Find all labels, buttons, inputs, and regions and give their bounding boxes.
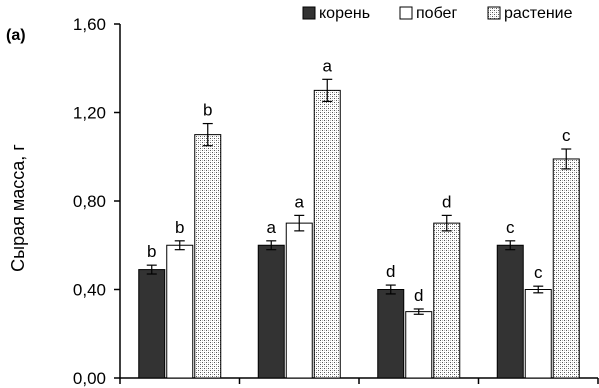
legend-label-корень: корень xyxy=(319,5,370,22)
y-tick-label: 0,00 xyxy=(73,369,106,388)
significance-letter: c xyxy=(534,263,543,282)
y-tick-label: 1,20 xyxy=(73,104,106,123)
bar-корень xyxy=(138,269,166,379)
x-axis xyxy=(119,377,599,384)
bar-корень xyxy=(496,244,524,379)
significance-letter: d xyxy=(386,262,395,281)
legend: корень побег растение xyxy=(302,5,573,22)
panel-label: (a) xyxy=(6,27,26,44)
legend-swatch-растение xyxy=(487,6,501,20)
significance-letter: a xyxy=(295,192,305,211)
bar-растение xyxy=(552,158,580,379)
y-axis-title: Сырая масса, г xyxy=(8,144,28,272)
significance-letter: d xyxy=(442,192,451,211)
y-tick-label: 0,80 xyxy=(73,192,106,211)
y-tick-label: 1,60 xyxy=(73,15,106,34)
legend-swatch-корень xyxy=(302,6,316,20)
significance-letter: b xyxy=(203,101,212,120)
significance-letter: c xyxy=(562,126,571,145)
y-axis: 0,00 0,40 0,80 1,20 1,60 xyxy=(73,15,121,388)
bar-растение xyxy=(313,89,341,379)
significance-letter: b xyxy=(147,242,156,261)
bar-побег xyxy=(524,289,552,379)
significance-letter: b xyxy=(175,218,184,237)
bar-растение xyxy=(433,222,461,379)
bar-побег xyxy=(285,222,313,379)
significance-letter: d xyxy=(414,286,423,305)
bar-корень xyxy=(257,244,285,379)
significance-letter: a xyxy=(323,56,333,75)
bar-побег xyxy=(166,244,194,379)
legend-label-растение: растение xyxy=(504,5,573,22)
significance-letter: c xyxy=(506,218,515,237)
legend-label-побег: побег xyxy=(416,5,457,22)
bar-растение xyxy=(194,134,222,379)
bar-побег xyxy=(405,311,433,379)
bar-корень xyxy=(377,289,405,379)
legend-swatch-побег xyxy=(399,6,413,20)
significance-letter: a xyxy=(267,218,277,237)
y-tick-label: 0,40 xyxy=(73,281,106,300)
